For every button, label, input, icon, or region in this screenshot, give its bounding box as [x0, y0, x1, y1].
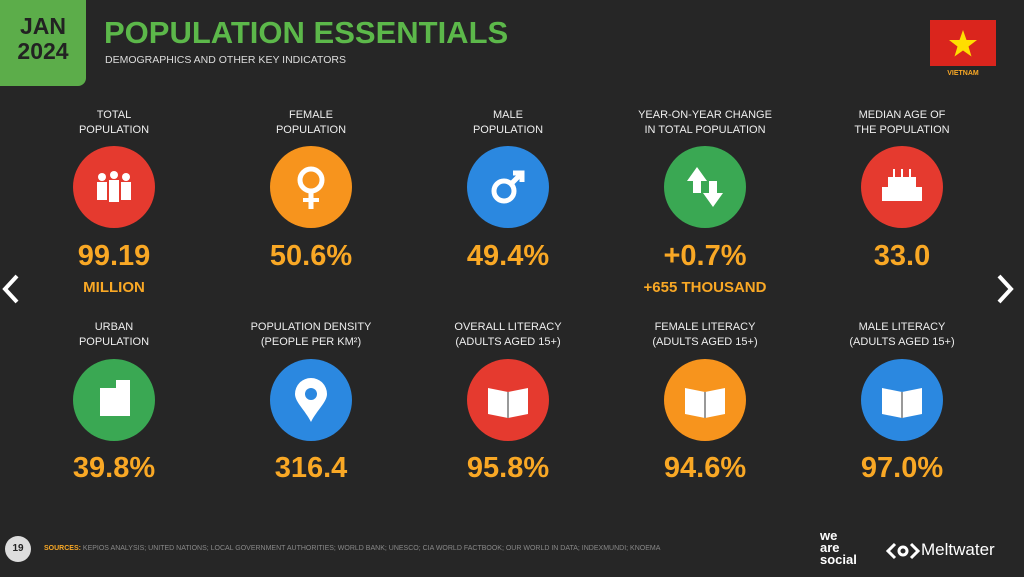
stat-icon: [270, 146, 352, 228]
year: 2024: [17, 38, 69, 64]
stat-value: 94.6%: [663, 452, 747, 484]
title: POPULATION ESSENTIALS: [104, 15, 509, 50]
stat-sub: +655 THOUSAND: [643, 279, 767, 296]
subtitle: DEMOGRAPHICS AND OTHER KEY INDICATORS: [105, 54, 346, 66]
label-line: TOTAL: [96, 109, 132, 121]
label-line: (ADULTS AGED 15+): [652, 336, 758, 348]
stat-value: 316.4: [274, 452, 348, 484]
stat-icon: [73, 146, 155, 228]
stat-value: 97.0%: [860, 452, 944, 484]
logo-word: are: [820, 540, 840, 555]
stat-value: 49.4%: [466, 240, 550, 272]
stat-icon: [467, 146, 549, 228]
stat-value: 50.6%: [269, 240, 353, 272]
stat-label: MEDIAN AGE OF THE POPULATION: [812, 108, 992, 138]
label-line: POPULATION: [472, 124, 544, 136]
label-line: OVERALL LITERACY: [454, 321, 562, 333]
label-line: (ADULTS AGED 15+): [849, 336, 955, 348]
stat-label: OVERALL LITERACY (ADULTS AGED 15+): [418, 320, 598, 350]
stat-label: FEMALE POPULATION: [221, 108, 401, 138]
label-line: (PEOPLE PER KM²): [260, 336, 362, 348]
sources-label: SOURCES:: [44, 545, 81, 552]
we-are-social-logo: we are social: [820, 528, 857, 567]
stat-icon: [861, 146, 943, 228]
label-line: FEMALE LITERACY: [654, 321, 756, 333]
stat-label: MALE LITERACY (ADULTS AGED 15+): [812, 320, 992, 350]
label-line: POPULATION DENSITY: [250, 321, 372, 333]
stat-label: MALE POPULATION: [418, 108, 598, 138]
meltwater-logo: Meltwater: [921, 540, 995, 559]
country: VIETNAM: [947, 70, 979, 77]
page-badge: [5, 536, 31, 562]
label-line: MEDIAN AGE OF: [858, 109, 946, 121]
flag: [930, 20, 996, 66]
logo-word: we: [820, 528, 838, 543]
stat-label: TOTAL POPULATION: [24, 108, 204, 138]
stat-icon: [467, 359, 549, 441]
label-line: MALE LITERACY: [858, 321, 946, 333]
next-arrow[interactable]: [994, 272, 1016, 306]
sources-text: KEPIOS ANALYSIS; UNITED NATIONS; LOCAL G…: [82, 545, 661, 552]
label-line: IN TOTAL POPULATION: [644, 124, 766, 136]
stat-value: 33.0: [873, 240, 931, 272]
sources: SOURCES: KEPIOS ANALYSIS; UNITED NATIONS…: [44, 545, 660, 552]
stat-value: +0.7%: [663, 240, 747, 272]
label-line: POPULATION: [78, 124, 150, 136]
stat-value: 39.8%: [72, 452, 156, 484]
stat-value: 99.19: [77, 240, 151, 272]
label-line: FEMALE: [288, 109, 333, 121]
page-number: 19: [12, 543, 24, 554]
stat-label: FEMALE LITERACY (ADULTS AGED 15+): [615, 320, 795, 350]
label-line: POPULATION: [275, 124, 347, 136]
label-line: THE POPULATION: [854, 124, 950, 136]
stat-icon: [664, 146, 746, 228]
date-box: JAN 2024: [0, 0, 86, 86]
stat-icon: [664, 359, 746, 441]
stat-icon: [861, 359, 943, 441]
label-line: (ADULTS AGED 15+): [455, 336, 561, 348]
label-line: MALE: [493, 109, 523, 121]
label-line: URBAN: [94, 321, 134, 333]
stat-sub: MILLION: [83, 279, 145, 296]
label-line: YEAR-ON-YEAR CHANGE: [638, 109, 772, 121]
label-line: POPULATION: [78, 336, 150, 348]
logo-word: social: [820, 552, 857, 567]
prev-arrow[interactable]: [0, 272, 22, 306]
stat-icon: [270, 359, 352, 441]
month: JAN: [19, 13, 66, 39]
meltwater-icon: [886, 542, 920, 560]
stat-label: POPULATION DENSITY (PEOPLE PER KM²): [221, 320, 401, 350]
stat-label: URBAN POPULATION: [24, 320, 204, 350]
stat-icon: [73, 359, 155, 441]
stat-label: YEAR-ON-YEAR CHANGE IN TOTAL POPULATION: [615, 108, 795, 138]
stat-value: 95.8%: [466, 452, 550, 484]
